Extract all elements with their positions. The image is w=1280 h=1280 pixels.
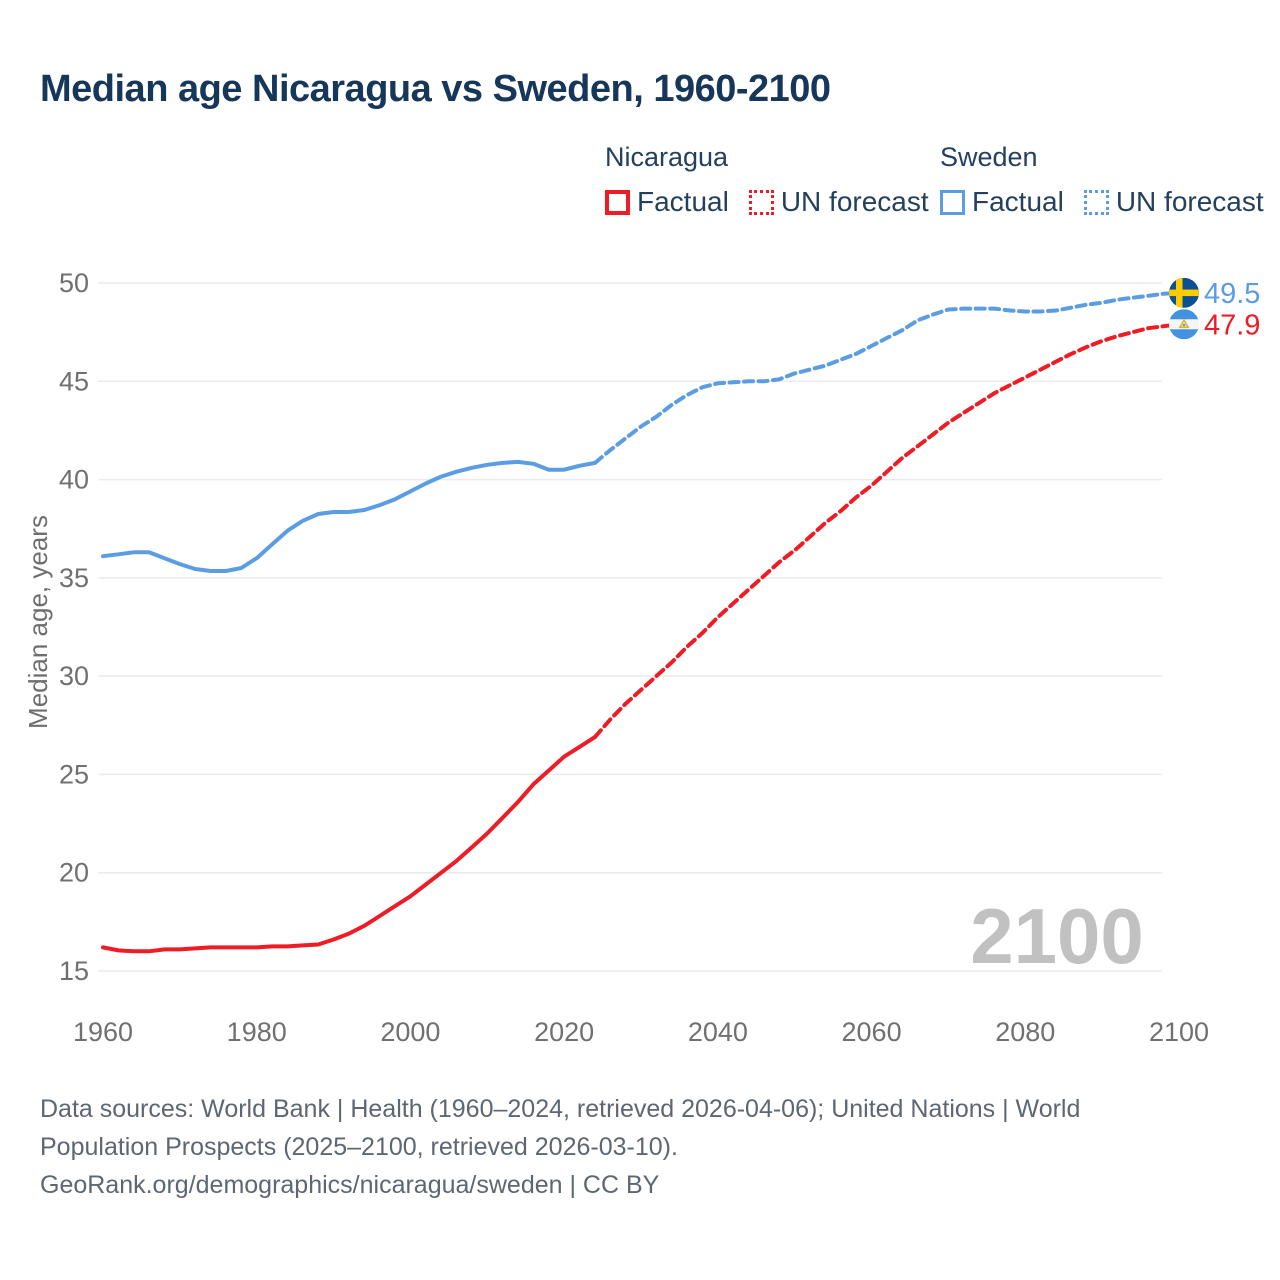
svg-text:1960: 1960 [73, 1017, 133, 1047]
svg-text:50: 50 [59, 268, 89, 298]
legend-label-nicaragua-forecast: UN forecast [780, 186, 929, 217]
footer-line-3: GeoRank.org/demographics/nicaragua/swede… [40, 1171, 660, 1199]
sweden-flag-icon [1168, 277, 1199, 308]
watermark-2100: 2100 [970, 892, 1144, 980]
legend-row-nicaragua: Factual UN forecast [605, 186, 949, 218]
nicaragua-end-value-label: 47.9 [1204, 309, 1260, 341]
legend-header-sweden: Sweden [940, 142, 1038, 172]
sweden-factual-swatch-icon [940, 189, 965, 215]
svg-text:2080: 2080 [995, 1017, 1055, 1047]
svg-text:2040: 2040 [688, 1017, 748, 1047]
legend-label-sweden-factual: Factual [972, 186, 1064, 217]
nicaragua-flag-icon [1168, 309, 1199, 340]
svg-text:15: 15 [59, 956, 89, 986]
legend-label-sweden-forecast: UN forecast [1115, 186, 1264, 217]
sweden-forecast-swatch-icon [1083, 189, 1109, 215]
svg-text:2060: 2060 [842, 1017, 902, 1047]
footer-line-1: Data sources: World Bank | Health (1960–… [40, 1095, 1081, 1123]
svg-text:30: 30 [59, 661, 89, 691]
page-title: Median age Nicaragua vs Sweden, 1960-210… [40, 68, 831, 110]
svg-text:1980: 1980 [227, 1017, 287, 1047]
legend-row-sweden: Factual UN forecast [940, 186, 1280, 218]
svg-text:20: 20 [59, 858, 89, 888]
svg-text:45: 45 [59, 366, 89, 396]
svg-text:40: 40 [59, 465, 89, 495]
legend-group-sweden: Sweden Factual UN forecast [940, 142, 1280, 218]
legend-header-nicaragua: Nicaragua [605, 142, 729, 172]
legend-label-nicaragua-factual: Factual [637, 186, 729, 217]
sweden-end-value-label: 49.5 [1204, 278, 1260, 310]
legend-group-nicaragua: Nicaragua Factual UN forecast [605, 142, 949, 218]
svg-text:2100: 2100 [1149, 1017, 1209, 1047]
svg-text:35: 35 [59, 563, 89, 593]
gridlines [98, 282, 1162, 972]
svg-text:25: 25 [59, 759, 89, 789]
y-axis-title: Median age, years [23, 515, 53, 729]
svg-text:2020: 2020 [534, 1017, 594, 1047]
footer-line-2: Population Prospects (2025–2100, retriev… [40, 1133, 678, 1161]
y-axis-tick-labels: 15 20 25 30 35 40 45 50 [59, 268, 89, 986]
series-lines [101, 290, 1181, 954]
footer-attribution: Data sources: World Bank | Health (1960–… [40, 1090, 1080, 1204]
svg-text:2000: 2000 [380, 1017, 440, 1047]
x-axis-tick-labels: 1960 1980 2000 2020 2040 2060 2080 2100 [73, 1017, 1209, 1047]
nicaragua-factual-swatch-icon [605, 189, 630, 215]
nicaragua-forecast-swatch-icon [748, 189, 774, 215]
